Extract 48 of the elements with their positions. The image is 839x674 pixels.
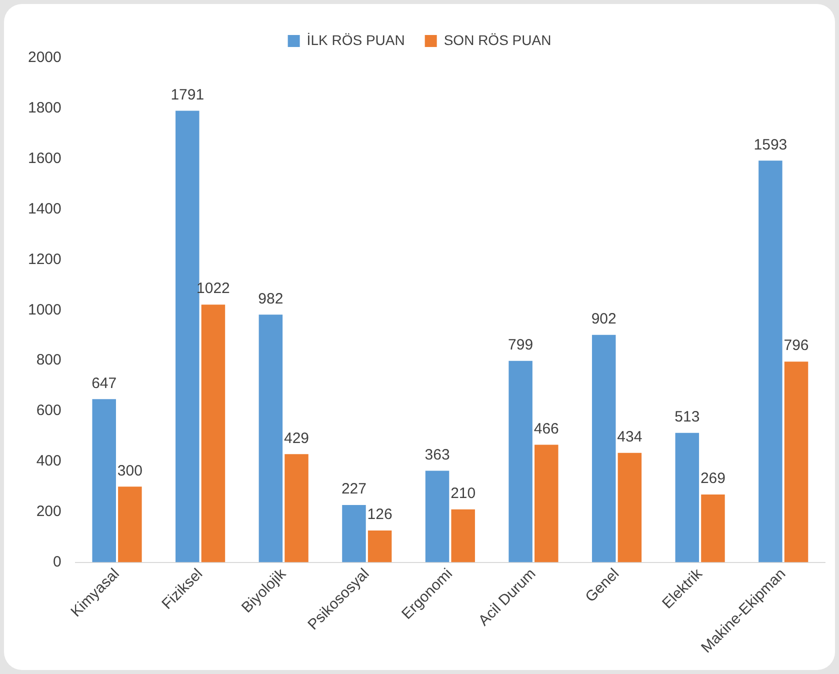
y-tick-label: 1000: [28, 301, 62, 318]
y-tick-label: 600: [36, 402, 62, 420]
data-label: 434: [617, 428, 642, 446]
data-label: 269: [700, 470, 726, 488]
bar: [368, 530, 392, 562]
y-tick-label: 0: [53, 553, 62, 570]
bar: [201, 304, 226, 562]
data-label: 647: [92, 374, 117, 392]
bar: [675, 432, 700, 562]
bar: [534, 444, 558, 562]
bar: [508, 360, 532, 562]
data-label: 1593: [754, 136, 788, 154]
bar: [451, 509, 475, 562]
bar: [284, 454, 308, 562]
data-label: 796: [784, 337, 809, 354]
data-label: 902: [591, 310, 616, 328]
data-label: 210: [450, 484, 476, 502]
y-tick-label: 1400: [28, 200, 62, 218]
y-tick-label: 400: [36, 452, 62, 470]
bar: [618, 452, 642, 562]
bar: [258, 314, 283, 562]
bar: [425, 470, 450, 562]
bar: [701, 494, 725, 562]
y-tick-label: 1200: [28, 250, 62, 268]
y-tick-label: 2000: [28, 49, 62, 66]
data-label: 429: [284, 430, 310, 447]
legend-label: İLK RÖS PUAN: [306, 32, 405, 48]
bar: [784, 362, 808, 562]
y-tick-label: 1600: [28, 150, 62, 167]
data-label: 466: [534, 420, 559, 438]
data-label: 799: [508, 336, 534, 354]
bar: [342, 505, 366, 562]
data-label: 126: [367, 506, 392, 524]
y-tick-label: 800: [36, 352, 62, 369]
bar: [758, 160, 782, 562]
y-tick-label: 1800: [28, 100, 62, 117]
data-label: 982: [258, 290, 284, 308]
data-label: 227: [341, 480, 366, 498]
data-label: 513: [674, 408, 700, 426]
data-label: 1791: [170, 86, 204, 104]
bar: [176, 110, 200, 562]
bar: [92, 399, 116, 562]
bar: [592, 334, 616, 562]
legend-label: SON RÖS PUAN: [444, 32, 552, 48]
y-tick-label: 200: [36, 502, 62, 520]
data-label: 363: [424, 446, 450, 464]
bar: [118, 486, 142, 562]
data-label: 300: [117, 462, 142, 480]
